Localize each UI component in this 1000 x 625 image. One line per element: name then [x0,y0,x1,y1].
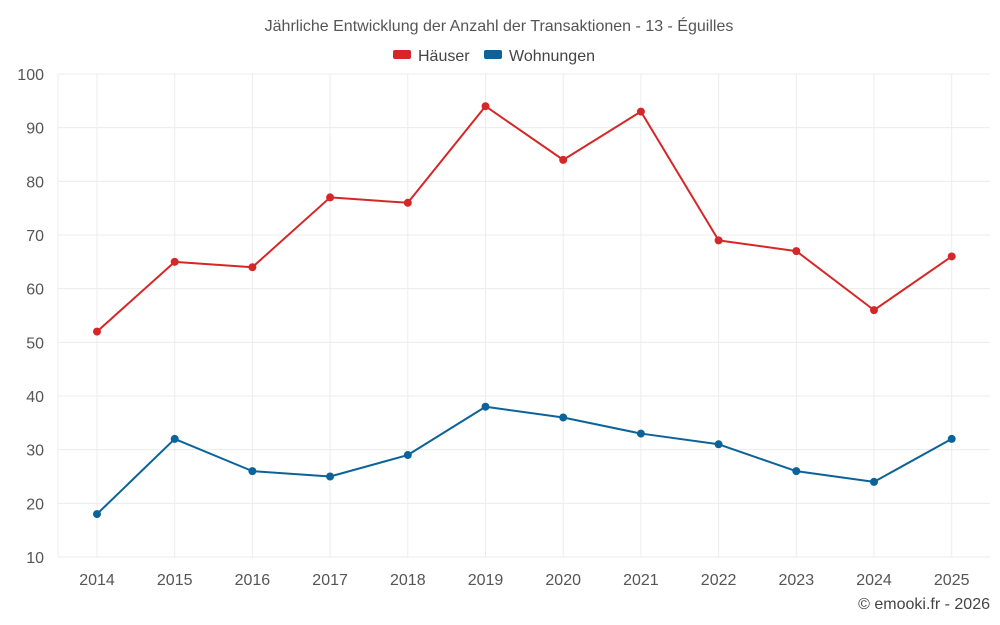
data-point-0-2025[interactable] [947,252,956,261]
x-tick-label-2014: 2014 [79,572,115,589]
x-axis: 2014 2015 2016 2017 2018 2019 2020 2021 2022 2023… [79,572,969,589]
legend-swatch-wohnungen [484,50,502,59]
x-tick-label-2020: 2020 [545,572,581,589]
series-line-0 [96,105,953,333]
data-point-1-2019[interactable] [481,402,490,411]
data-point-0-2019[interactable] [481,102,490,111]
data-point-0-2021[interactable] [636,107,645,116]
credit-text: © emooki.fr - 2026 [858,596,990,613]
data-point-1-2020[interactable] [559,413,568,422]
y-tick-label-70: 70 [26,228,44,245]
data-point-0-2018[interactable] [403,198,412,207]
legend-label-haeuser: Häuser [418,48,470,65]
x-tick-label-2018: 2018 [390,572,426,589]
x-tick-label-2025: 2025 [934,572,970,589]
x-tick-label-2016: 2016 [235,572,271,589]
legend-swatch-haeuser [393,50,411,59]
chart-title: Jährliche Entwicklung der Anzahl der Tra… [265,16,734,35]
y-tick-label-30: 30 [26,443,44,460]
y-tick-label-90: 90 [26,121,44,138]
y-tick-label-80: 80 [26,174,44,191]
x-tick-label-2017: 2017 [312,572,348,589]
data-point-1-2021[interactable] [636,429,645,438]
data-point-0-2017[interactable] [326,193,335,202]
data-point-0-2023[interactable] [792,247,801,256]
data-point-1-2022[interactable] [714,440,723,449]
y-tick-label-20: 20 [26,496,44,513]
data-point-1-2024[interactable] [870,477,878,486]
data-point-0-2024[interactable] [870,306,878,315]
x-tick-label-2024: 2024 [856,572,892,589]
y-axis: 10 20 30 40 50 60 70 80 90 100 [17,67,44,567]
data-point-1-2017[interactable] [326,472,335,481]
data-point-1-2016[interactable] [248,467,257,476]
y-tick-label-40: 40 [26,389,44,406]
legend-item-haeuser[interactable]: Häuser [393,48,470,65]
x-tick-label-2021: 2021 [623,572,659,589]
plot-area [93,102,956,519]
data-point-1-2018[interactable] [403,451,412,460]
grid [57,73,990,558]
data-point-0-2015[interactable] [170,257,179,266]
y-tick-label-10: 10 [26,550,44,567]
legend: Häuser Wohnungen [393,48,595,65]
x-tick-label-2023: 2023 [779,572,815,589]
y-tick-label-60: 60 [26,282,44,299]
data-point-0-2022[interactable] [714,236,723,245]
data-point-1-2025[interactable] [947,434,956,443]
x-tick-label-2015: 2015 [157,572,193,589]
data-point-0-2016[interactable] [248,263,257,272]
data-point-1-2015[interactable] [170,434,179,443]
data-point-0-2014[interactable] [93,327,101,336]
y-tick-label-50: 50 [26,335,44,352]
data-point-1-2023[interactable] [792,467,801,476]
legend-label-wohnungen: Wohnungen [509,48,595,65]
data-point-1-2014[interactable] [93,510,101,519]
legend-item-wohnungen[interactable]: Wohnungen [484,48,595,65]
data-point-0-2020[interactable] [559,155,568,164]
x-tick-label-2019: 2019 [468,572,504,589]
series-line-1 [96,405,953,515]
x-tick-label-2022: 2022 [701,572,737,589]
y-tick-label-100: 100 [17,67,44,84]
